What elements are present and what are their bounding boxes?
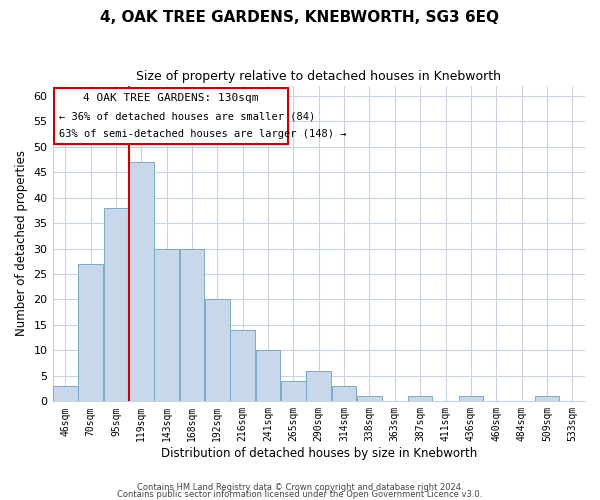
Bar — [357, 396, 382, 402]
Bar — [154, 248, 179, 402]
Y-axis label: Number of detached properties: Number of detached properties — [15, 150, 28, 336]
FancyBboxPatch shape — [54, 88, 289, 144]
X-axis label: Distribution of detached houses by size in Knebworth: Distribution of detached houses by size … — [161, 447, 477, 460]
Bar — [53, 386, 77, 402]
Bar — [230, 330, 255, 402]
Bar — [205, 300, 230, 402]
Bar — [78, 264, 103, 402]
Bar — [332, 386, 356, 402]
Text: Contains public sector information licensed under the Open Government Licence v3: Contains public sector information licen… — [118, 490, 482, 499]
Bar — [104, 208, 128, 402]
Bar — [458, 396, 483, 402]
Bar — [129, 162, 154, 402]
Bar — [281, 381, 306, 402]
Title: Size of property relative to detached houses in Knebworth: Size of property relative to detached ho… — [136, 70, 501, 83]
Text: ← 36% of detached houses are smaller (84): ← 36% of detached houses are smaller (84… — [59, 111, 316, 121]
Bar — [408, 396, 433, 402]
Bar — [307, 371, 331, 402]
Bar — [535, 396, 559, 402]
Bar — [256, 350, 280, 402]
Bar — [179, 248, 204, 402]
Text: 63% of semi-detached houses are larger (148) →: 63% of semi-detached houses are larger (… — [59, 129, 347, 139]
Text: 4 OAK TREE GARDENS: 130sqm: 4 OAK TREE GARDENS: 130sqm — [83, 93, 259, 103]
Text: Contains HM Land Registry data © Crown copyright and database right 2024.: Contains HM Land Registry data © Crown c… — [137, 484, 463, 492]
Text: 4, OAK TREE GARDENS, KNEBWORTH, SG3 6EQ: 4, OAK TREE GARDENS, KNEBWORTH, SG3 6EQ — [101, 10, 499, 25]
